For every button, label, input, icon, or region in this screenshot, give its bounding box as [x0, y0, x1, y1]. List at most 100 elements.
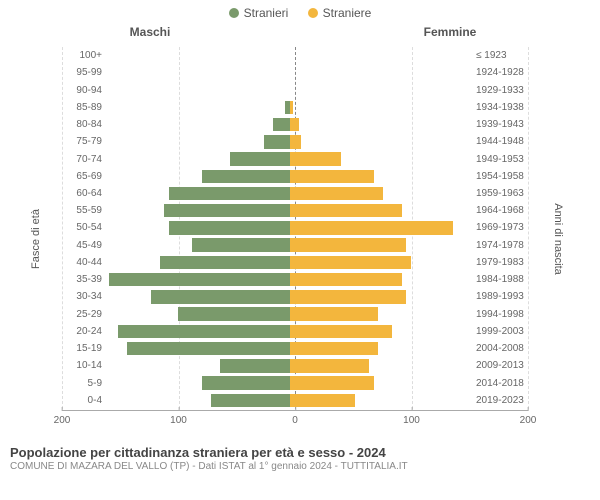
female-bar	[290, 187, 383, 200]
row-bars	[104, 340, 476, 357]
female-bar	[290, 307, 378, 320]
male-bar	[202, 170, 290, 183]
female-half	[290, 237, 476, 254]
birth-year-label: 1969-1973	[476, 222, 528, 233]
female-bar	[290, 204, 402, 217]
female-half	[290, 323, 476, 340]
male-half	[104, 99, 290, 116]
x-tick: 0	[292, 411, 298, 426]
legend-swatch-male	[229, 8, 239, 18]
pyramid-row: 100+≤ 1923	[62, 47, 528, 64]
x-axis: 2001000100200	[62, 410, 528, 439]
row-bars	[104, 81, 476, 98]
age-label: 40-44	[62, 257, 102, 268]
male-half	[104, 133, 290, 150]
male-bar	[202, 376, 290, 389]
row-bars	[104, 185, 476, 202]
male-half	[104, 340, 290, 357]
pyramid-row: 45-491974-1978	[62, 237, 528, 254]
row-bars	[104, 254, 476, 271]
female-bar	[290, 118, 299, 131]
age-label: 30-34	[62, 291, 102, 302]
male-half	[104, 202, 290, 219]
male-bar	[127, 342, 290, 355]
row-bars	[104, 116, 476, 133]
header-female: Femmine	[300, 25, 600, 39]
male-half	[104, 64, 290, 81]
pyramid-row: 95-991924-1928	[62, 64, 528, 81]
female-bar	[290, 256, 411, 269]
birth-year-label: 1924-1928	[476, 67, 528, 78]
female-half	[290, 340, 476, 357]
female-bar	[290, 359, 369, 372]
row-bars	[104, 64, 476, 81]
birth-year-label: 1979-1983	[476, 257, 528, 268]
legend-item-male: Stranieri	[229, 6, 289, 20]
birth-year-label: 2004-2008	[476, 343, 528, 354]
female-half	[290, 64, 476, 81]
female-half	[290, 202, 476, 219]
female-half	[290, 392, 476, 409]
female-half	[290, 254, 476, 271]
male-half	[104, 116, 290, 133]
column-headers: Maschi Femmine	[0, 25, 600, 39]
female-bar	[290, 152, 341, 165]
age-label: 20-24	[62, 326, 102, 337]
birth-year-label: 1929-1933	[476, 85, 528, 96]
pyramid-row: 60-641959-1963	[62, 185, 528, 202]
male-half	[104, 185, 290, 202]
y-axis-label-left: Fasce di età	[30, 209, 42, 269]
birth-year-label: 2019-2023	[476, 395, 528, 406]
female-bar	[290, 376, 374, 389]
row-bars	[104, 357, 476, 374]
birth-year-label: 1964-1968	[476, 205, 528, 216]
female-half	[290, 47, 476, 64]
female-half	[290, 81, 476, 98]
pyramid-row: 50-54 1969-1973	[62, 219, 528, 236]
male-bar	[211, 394, 290, 407]
female-half	[290, 357, 476, 374]
age-label: 50-54	[62, 222, 102, 233]
birth-year-label: 2009-2013	[476, 360, 528, 371]
footer: Popolazione per cittadinanza straniera p…	[10, 445, 590, 472]
x-tick: 200	[520, 411, 537, 426]
pyramid-row: 90-941929-1933	[62, 81, 528, 98]
row-bars	[104, 150, 476, 167]
pyramid-row: 10-14 2009-2013	[62, 357, 528, 374]
age-label: 10-14	[62, 360, 102, 371]
age-label: 80-84	[62, 119, 102, 130]
legend-label-male: Stranieri	[244, 6, 289, 20]
row-bars	[104, 202, 476, 219]
row-bars	[104, 374, 476, 391]
legend-item-female: Straniere	[308, 6, 372, 20]
birth-year-label: 1984-1988	[476, 274, 528, 285]
male-half	[104, 323, 290, 340]
female-bar	[290, 238, 406, 251]
pyramid-row: 20-241999-2003	[62, 323, 528, 340]
birth-year-label: 1954-1958	[476, 171, 528, 182]
male-bar	[230, 152, 290, 165]
pyramid-row: 65-691954-1958	[62, 168, 528, 185]
female-bar	[290, 221, 453, 234]
pyramid-row: 15-192004-2008	[62, 340, 528, 357]
pyramid-row: 75-79 1944-1948	[62, 133, 528, 150]
female-half	[290, 185, 476, 202]
pyramid-row: 25-291994-1998	[62, 306, 528, 323]
age-label: 85-89	[62, 102, 102, 113]
male-half	[104, 168, 290, 185]
age-label: 75-79	[62, 136, 102, 147]
male-bar	[164, 204, 290, 217]
birth-year-label: 1944-1948	[476, 136, 528, 147]
age-label: 55-59	[62, 205, 102, 216]
male-half	[104, 288, 290, 305]
female-half	[290, 133, 476, 150]
x-tick: 100	[403, 411, 420, 426]
female-bar	[290, 170, 374, 183]
male-half	[104, 374, 290, 391]
x-tick: 200	[54, 411, 71, 426]
pyramid-row: 5-92014-2018	[62, 374, 528, 391]
birth-year-label: ≤ 1923	[476, 50, 528, 61]
male-bar	[160, 256, 290, 269]
birth-year-label: 1934-1938	[476, 102, 528, 113]
male-half	[104, 271, 290, 288]
